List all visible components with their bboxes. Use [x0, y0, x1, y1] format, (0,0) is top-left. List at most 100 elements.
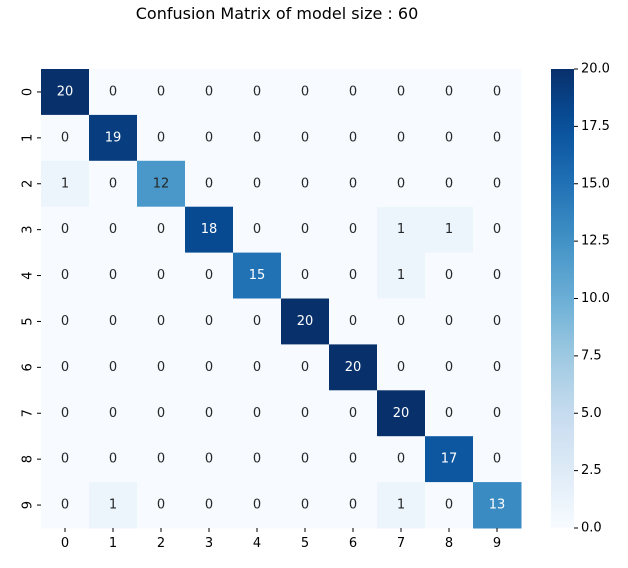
cell-value-label: 0 — [349, 314, 357, 329]
cell-value-label: 0 — [349, 222, 357, 237]
heatmap-cell — [233, 252, 282, 299]
cell-value-label: 0 — [205, 268, 213, 283]
cell-value-label: 20 — [57, 84, 74, 99]
heatmap-cell — [377, 344, 426, 391]
cell-value-label: 0 — [397, 176, 405, 191]
heatmap-cell — [89, 344, 138, 391]
cell-value-label: 0 — [301, 176, 309, 191]
heatmap-cell — [329, 252, 378, 299]
heatmap-cell — [329, 114, 378, 162]
x-tick-label: 6 — [349, 536, 357, 551]
cell-value-label: 0 — [109, 406, 117, 421]
colorbar-tick-label: 15.0 — [581, 176, 610, 191]
cell-value-label: 0 — [157, 406, 165, 421]
heatmap-cell — [137, 482, 186, 529]
heatmap-cell — [41, 436, 90, 483]
cell-value-label: 20 — [393, 406, 410, 421]
heatmap-cell — [233, 344, 282, 391]
heatmap-cell — [281, 69, 330, 116]
cell-value-label: 0 — [157, 84, 165, 99]
heatmap-cell — [185, 482, 234, 529]
heatmap-cell — [425, 436, 474, 483]
chart-title: Confusion Matrix of model size : 60 — [136, 4, 419, 23]
cell-value-label: 0 — [445, 268, 453, 283]
colorbar-tick-label: 5.0 — [581, 406, 602, 421]
cell-value-label: 0 — [397, 130, 405, 145]
heatmap-cell — [185, 436, 234, 483]
cell-value-label: 17 — [441, 452, 458, 467]
heatmap-cell — [473, 206, 522, 254]
heatmap-cell — [425, 160, 474, 208]
heatmap-cell — [281, 482, 330, 529]
y-tick-label: 5 — [21, 317, 36, 325]
heatmap-cell — [137, 160, 186, 208]
x-tick-label: 5 — [301, 536, 309, 551]
colorbar-gradient — [551, 69, 574, 528]
cell-value-label: 0 — [109, 176, 117, 191]
heatmap-cell — [137, 114, 186, 162]
heatmap-cell — [425, 482, 474, 529]
cell-value-label: 0 — [493, 406, 501, 421]
y-tick-label: 7 — [21, 409, 36, 417]
heatmap-cell — [329, 298, 378, 345]
cell-value-label: 19 — [105, 130, 122, 145]
heatmap-cell — [41, 252, 90, 299]
cell-value-label: 0 — [157, 314, 165, 329]
heatmap-cell — [377, 298, 426, 345]
heatmap-cell — [137, 344, 186, 391]
cell-value-label: 0 — [445, 406, 453, 421]
heatmap-cell — [89, 390, 138, 437]
cell-value-label: 20 — [297, 314, 314, 329]
heatmap-cell — [41, 206, 90, 254]
colorbar-tick-label: 17.5 — [581, 119, 610, 134]
heatmap-cell — [281, 390, 330, 437]
heatmap-cell — [41, 344, 90, 391]
cell-value-label: 0 — [61, 498, 69, 513]
heatmap-cell — [233, 298, 282, 345]
cell-value-label: 0 — [61, 452, 69, 467]
heatmap-cell — [377, 436, 426, 483]
heatmap-cell — [329, 390, 378, 437]
colorbar-tick-label: 2.5 — [581, 463, 602, 478]
cell-value-label: 0 — [61, 360, 69, 375]
cell-value-label: 0 — [397, 360, 405, 375]
y-tick-label: 2 — [21, 180, 36, 188]
heatmap-cell — [329, 344, 378, 391]
cell-value-label: 0 — [253, 84, 261, 99]
heatmap-cell-labels: 20 0 0 0 0 0 0 0 0 00 19 0 0 0 0 0 0 0 01 0 12 0 0 0 0 0 0 00 0 0 18 0 0… — [57, 84, 506, 512]
colorbar-tick-label: 12.5 — [581, 234, 610, 249]
x-axis: 0 1 2 3 4 5 6 7 8 9 — [61, 528, 501, 551]
cell-value-label: 1 — [397, 222, 405, 237]
cell-value-label: 0 — [349, 406, 357, 421]
cell-value-label: 0 — [109, 268, 117, 283]
cell-value-label: 18 — [201, 222, 218, 237]
cell-value-label: 0 — [253, 452, 261, 467]
heatmap-cell — [473, 390, 522, 437]
cell-value-label: 0 — [205, 452, 213, 467]
heatmap-cell — [473, 114, 522, 162]
heatmap-cell — [377, 252, 426, 299]
heatmap-cell — [425, 390, 474, 437]
x-tick-label: 3 — [205, 536, 213, 551]
cell-value-label: 15 — [249, 268, 266, 283]
cell-value-label: 0 — [157, 498, 165, 513]
x-tick-label: 9 — [493, 536, 501, 551]
colorbar: 0.0 2.5 5.0 7.5 10.0 12.5 15.0 17.5 20.0 — [551, 62, 610, 536]
cell-value-label: 0 — [205, 498, 213, 513]
y-tick-label: 3 — [21, 226, 36, 234]
heatmap-cell — [377, 114, 426, 162]
colorbar-tick-label: 10.0 — [581, 291, 610, 306]
cell-value-label: 0 — [301, 84, 309, 99]
heatmap-cell — [473, 252, 522, 299]
cell-value-label: 0 — [301, 498, 309, 513]
cell-value-label: 0 — [349, 452, 357, 467]
heatmap-cell — [233, 482, 282, 529]
cell-value-label: 0 — [61, 130, 69, 145]
heatmap-cell — [41, 160, 90, 208]
cell-value-label: 0 — [205, 130, 213, 145]
heatmap-cell — [137, 436, 186, 483]
heatmap-cell — [233, 436, 282, 483]
heatmap-cell — [233, 160, 282, 208]
cell-value-label: 0 — [493, 314, 501, 329]
